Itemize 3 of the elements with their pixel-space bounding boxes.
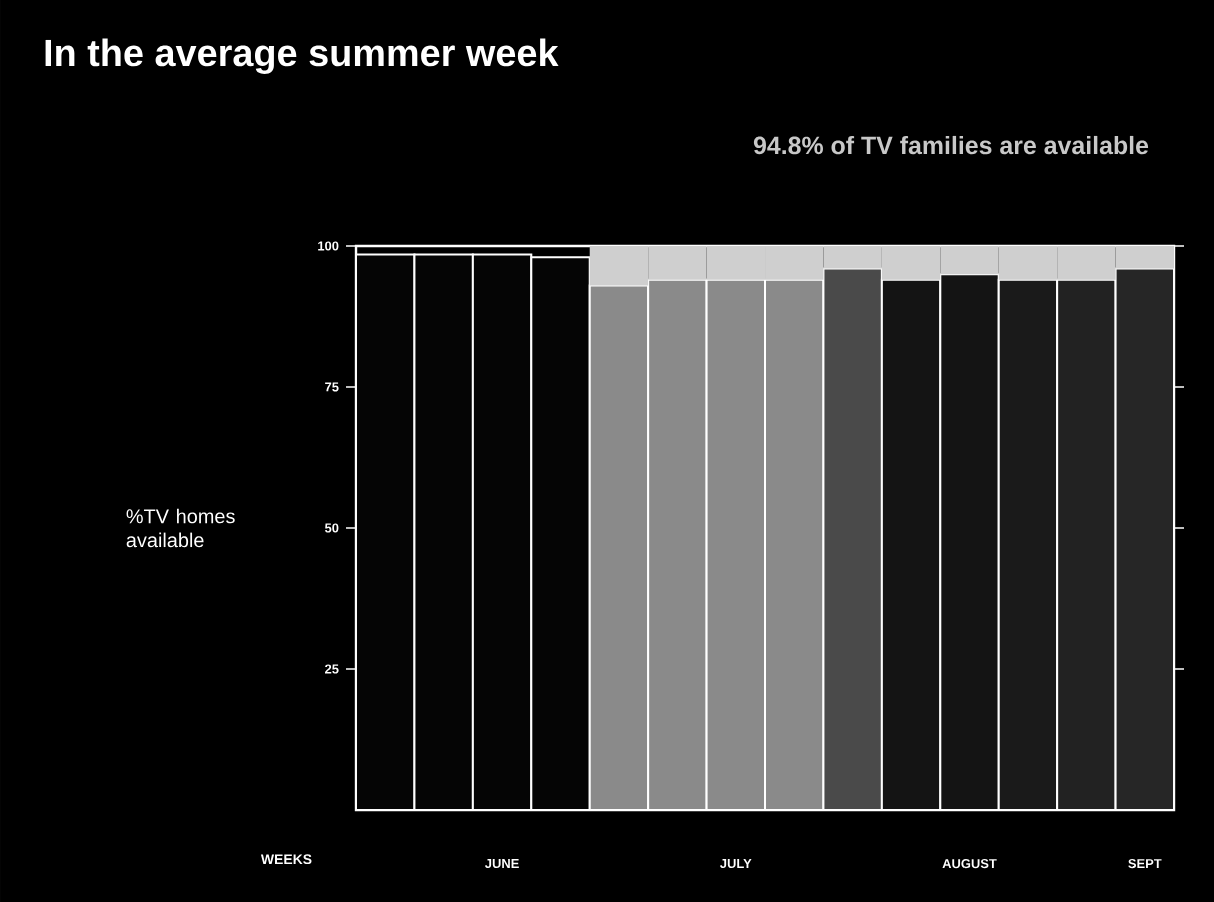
chart-subtitle: 94.8% of TV families are available bbox=[753, 135, 1149, 155]
y-axis-title: %TV homes available bbox=[126, 508, 235, 548]
chart-title: In the average summer week bbox=[45, 38, 559, 75]
